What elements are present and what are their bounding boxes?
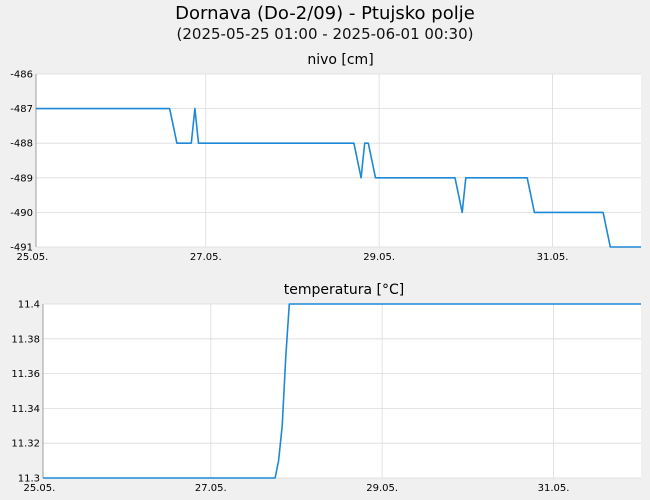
temperatura-x-tick-label: 31.05.	[538, 483, 570, 494]
nivo-y-tick-label: -491	[10, 243, 33, 254]
nivo-chart-title: nivo [cm]	[307, 52, 373, 68]
temperatura-y-tick-label: 11.32	[11, 439, 40, 450]
nivo-y-tick-label: -488	[10, 139, 33, 150]
nivo-plot-area	[36, 74, 641, 247]
temperatura-x-tick-label: 25.05.	[24, 483, 56, 494]
temperatura-y-tick-label: 11.4	[18, 300, 40, 311]
temperatura-y-tick-label: 11.3	[18, 474, 40, 485]
chart-header: Dornava (Do-2/09) - Ptujsko polje (2025-…	[0, 0, 650, 43]
nivo-x-tick-label: 25.05.	[16, 252, 48, 263]
page-title: Dornava (Do-2/09) - Ptujsko polje	[175, 3, 475, 24]
nivo-y-tick-label: -490	[10, 208, 33, 219]
nivo-y-tick-label: -489	[10, 173, 33, 184]
nivo-x-tick-label: 31.05.	[537, 252, 569, 263]
temperatura-x-tick-label: 27.05.	[195, 483, 227, 494]
nivo-series-line	[36, 107, 641, 248]
temperatura-y-tick-label: 11.38	[11, 334, 40, 345]
date-range-subtitle: (2025-05-25 01:00 - 2025-06-01 00:30)	[176, 25, 474, 43]
nivo-y-tick-label: -487	[10, 104, 33, 115]
temperatura-plot-area	[43, 304, 641, 478]
temperatura-x-tick-label: 29.05.	[366, 483, 398, 494]
nivo-x-tick-label: 29.05.	[363, 252, 395, 263]
nivo-y-tick-label: -486	[10, 70, 33, 81]
temperatura-series-line	[43, 303, 641, 479]
temperatura-y-tick-label: 11.34	[11, 404, 40, 415]
temperatura-chart-title: temperatura [°C]	[284, 282, 404, 298]
nivo-x-tick-label: 27.05.	[190, 252, 222, 263]
temperatura-y-tick-label: 11.36	[11, 369, 40, 380]
